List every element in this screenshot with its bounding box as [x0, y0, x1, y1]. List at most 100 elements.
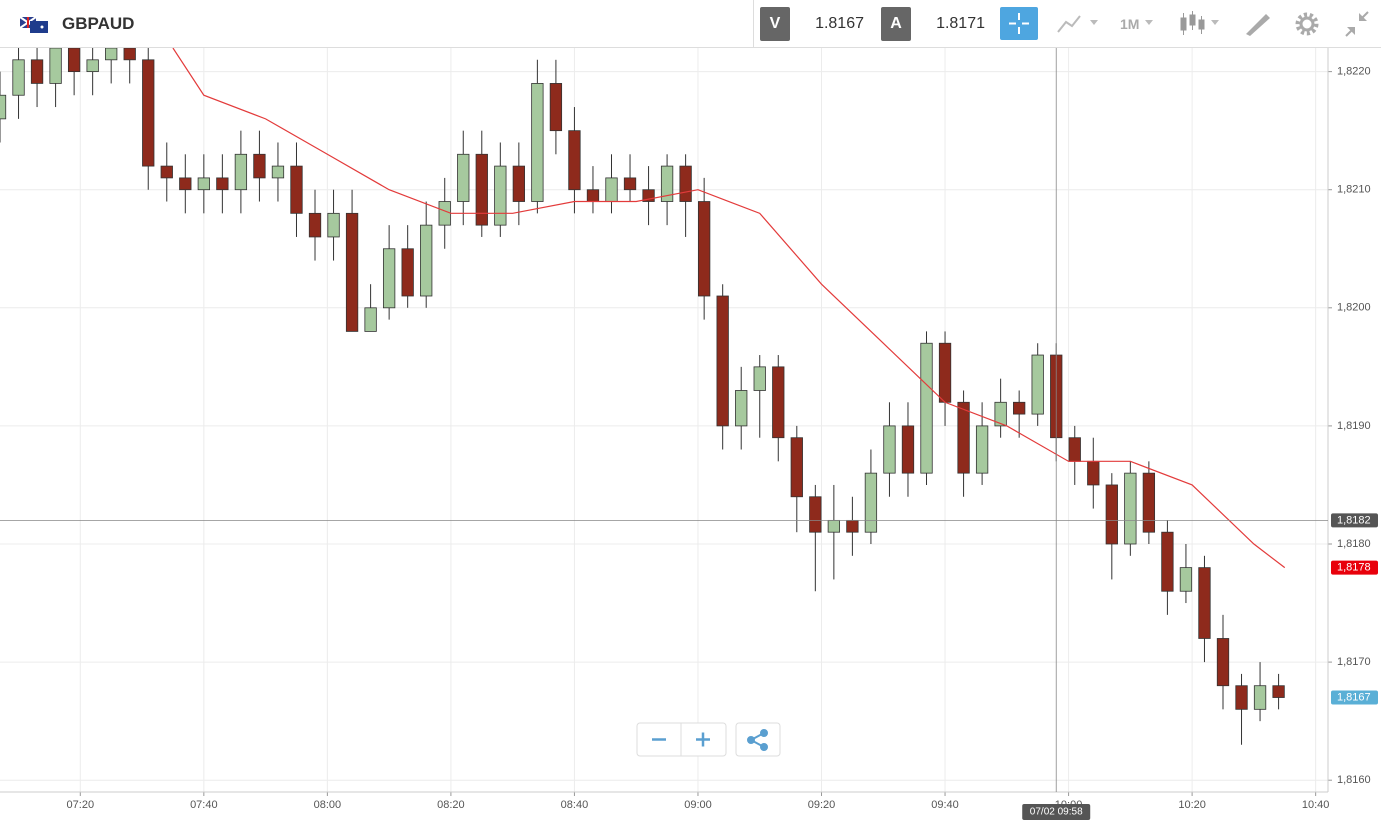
- candle-body: [1031, 354, 1044, 415]
- candle-body: [179, 177, 192, 191]
- candle-body: [1013, 401, 1026, 415]
- candle-body: [753, 366, 766, 391]
- candle-body: [623, 177, 637, 191]
- zoom-in-button[interactable]: [696, 732, 710, 747]
- candle-body: [568, 130, 581, 191]
- chart-type-button[interactable]: [1052, 0, 1102, 48]
- chart: 1,8160 1,8170 1,8180 1,8190 1,8200 1,8210 1,82…: [0, 48, 1381, 822]
- share-button[interactable]: [735, 722, 781, 757]
- candle-body: [327, 212, 340, 238]
- price-marker-box: [1331, 560, 1378, 575]
- candle-body: [234, 153, 248, 191]
- candle-body: [1068, 437, 1081, 462]
- candle-body: [401, 248, 414, 297]
- y-tick-label: 1,8200: [1337, 302, 1371, 314]
- candle-body: [586, 189, 600, 202]
- candle-body: [605, 177, 618, 202]
- candle-body: [1142, 472, 1156, 533]
- candle-body: [1216, 638, 1230, 687]
- flag-icon: [19, 16, 48, 33]
- candle-body: [1179, 567, 1193, 592]
- candle-body: [957, 401, 970, 474]
- candle-body: [994, 401, 1007, 427]
- candle-type-button[interactable]: [1178, 0, 1228, 48]
- candle-body: [1161, 531, 1174, 592]
- ask-price[interactable]: 1.8171: [936, 15, 985, 32]
- candle-body: [883, 425, 896, 474]
- collapse-button[interactable]: [1338, 0, 1378, 48]
- timeframe[interactable]: 1M: [1120, 16, 1140, 32]
- candle-body: [549, 83, 563, 132]
- candle-body: [920, 342, 933, 474]
- y-tick-label: 1,8210: [1337, 184, 1371, 196]
- candle-body: [345, 212, 359, 332]
- x-tick-label: 07:40: [190, 799, 218, 811]
- bid-price[interactable]: 1.8167: [815, 15, 864, 32]
- crosshair-y-label: 1,8182: [1337, 514, 1371, 526]
- candle-body: [698, 201, 711, 297]
- candle-body: [1124, 472, 1137, 545]
- y-tick-label: 1,8170: [1337, 656, 1371, 668]
- candle-body: [308, 212, 322, 238]
- candle-body: [271, 165, 285, 179]
- candles: [0, 48, 1286, 745]
- candle-body: [864, 472, 878, 533]
- candle-body: [642, 189, 655, 202]
- price-marker-box: [1331, 690, 1378, 705]
- candle-body: [364, 307, 377, 332]
- x-tick-label: 08:20: [437, 799, 465, 811]
- candle-body: [901, 425, 915, 474]
- x-tick-label: 09:20: [808, 799, 836, 811]
- candle-body: [382, 248, 396, 309]
- chart-background: [0, 48, 1381, 822]
- candle-body: [105, 48, 118, 61]
- timeframe-caret: [1145, 20, 1153, 25]
- y-tick-label: 1,8220: [1337, 66, 1371, 78]
- settings-button[interactable]: [1287, 0, 1327, 48]
- crosshair-x-box: [1022, 804, 1091, 820]
- candle-body: [290, 165, 303, 214]
- candle-body: [142, 59, 155, 167]
- moving-average-line: [172, 48, 1286, 569]
- draw-tool-button[interactable]: [1238, 0, 1278, 48]
- candle-body: [420, 224, 433, 297]
- candle-body: [475, 153, 488, 226]
- candle-body: [1253, 685, 1267, 710]
- price-marker-label: 1,8167: [1337, 691, 1371, 703]
- x-tick-label: 09:40: [931, 799, 959, 811]
- candle-body: [846, 519, 859, 533]
- y-tick-label: 1,8160: [1337, 774, 1371, 786]
- candle-body: [49, 48, 62, 84]
- crosshair-x-label: 07/02 09:58: [1030, 807, 1083, 818]
- candle-body: [809, 496, 822, 533]
- candle-body: [1272, 685, 1285, 698]
- header: GBPAUD V 1.8167 A 1.8171 1M: [0, 0, 1381, 48]
- candle-body: [1105, 484, 1118, 545]
- symbol: GBPAUD: [62, 14, 135, 33]
- x-tick-label: 07:20: [67, 799, 95, 811]
- candle-body: [494, 165, 507, 226]
- candle-body: [660, 165, 674, 202]
- candle-body: [216, 177, 229, 191]
- candle-body: [938, 342, 952, 403]
- price-marker-label: 1,8178: [1337, 562, 1371, 574]
- y-tick-label: 1,8180: [1337, 538, 1371, 550]
- x-tick-label: 09:00: [684, 799, 712, 811]
- x-tick-label: 10:20: [1178, 799, 1206, 811]
- candle-body: [457, 153, 470, 202]
- x-tick-label: 10:40: [1302, 799, 1330, 811]
- candle-body: [716, 295, 729, 427]
- x-tick-label: 08:40: [561, 799, 589, 811]
- candle-body: [772, 366, 785, 439]
- candle-body: [197, 177, 210, 191]
- crosshair-y-box: [1331, 513, 1378, 528]
- candle-body: [735, 390, 748, 427]
- candle-body: [679, 165, 692, 202]
- candle-body: [790, 437, 803, 498]
- candle-body: [438, 201, 451, 226]
- candle-body: [975, 425, 989, 474]
- zoom-controls: [636, 722, 781, 757]
- candle-body: [160, 165, 173, 179]
- crosshair-button[interactable]: [1000, 7, 1038, 40]
- candle-body: [1235, 685, 1248, 710]
